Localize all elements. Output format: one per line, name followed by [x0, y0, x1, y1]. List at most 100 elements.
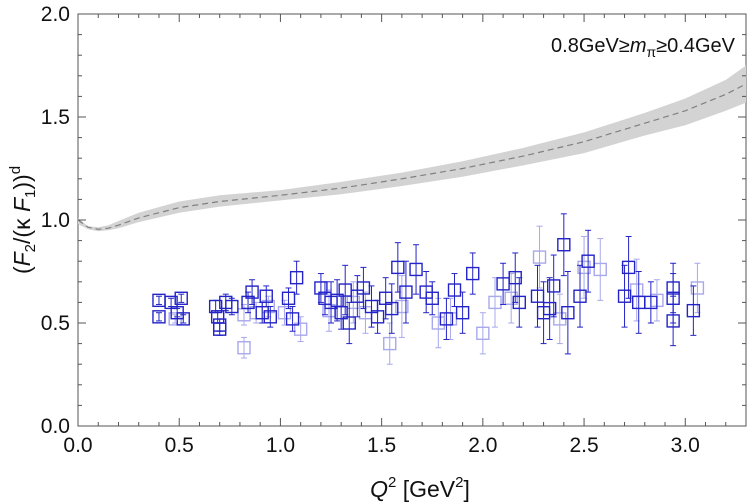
- y-label-open: (: [9, 266, 35, 274]
- square-marker: [208, 299, 223, 314]
- x-axis-unit-sup: 2: [455, 474, 463, 491]
- square-marker: [621, 260, 636, 275]
- data-point-dark: [285, 306, 300, 332]
- square-marker: [342, 316, 356, 330]
- square-marker: [557, 238, 571, 252]
- y-label-close: )): [9, 174, 35, 189]
- square-marker: [455, 306, 470, 320]
- square-marker: [488, 295, 502, 310]
- y-label-f1: F: [9, 196, 35, 212]
- annotation-suffix: ≥0.4GeV: [656, 35, 735, 57]
- square-marker: [237, 341, 251, 355]
- square-marker: [263, 310, 278, 324]
- x-tick-label: 2.5: [569, 434, 598, 457]
- x-axis-sup: 2: [388, 474, 396, 491]
- data-point-dark: [621, 235, 636, 299]
- square-marker: [395, 299, 409, 314]
- data-point-dark: [466, 252, 480, 295]
- x-axis-unit-close: ]: [464, 476, 470, 502]
- square-marker: [686, 303, 701, 318]
- square-marker: [176, 312, 190, 326]
- square-marker: [532, 250, 547, 264]
- square-marker: [370, 310, 385, 324]
- data-point-dark: [512, 277, 526, 328]
- square-marker: [644, 295, 658, 310]
- data-point-dark: [455, 291, 470, 334]
- x-tick-label: 0.5: [165, 434, 194, 457]
- annotation-sub: π: [647, 44, 657, 60]
- y-axis-label: (F2/(κ F1))d: [7, 166, 39, 274]
- square-marker: [504, 291, 518, 305]
- plot-frame: [77, 13, 747, 427]
- square-marker: [476, 326, 490, 340]
- square-marker: [391, 260, 405, 275]
- square-marker: [561, 306, 575, 320]
- y-label-f2-sub: 2: [22, 244, 39, 252]
- x-tick-label: 3.0: [671, 434, 700, 457]
- data-point-dark: [542, 277, 557, 340]
- x-axis-label: Q2 [GeV2]: [370, 474, 470, 502]
- data-point-dark: [174, 291, 188, 305]
- model-curve: [77, 83, 747, 230]
- data-point-dark: [152, 293, 166, 308]
- square-marker: [259, 289, 273, 303]
- data-point-dark: [281, 287, 296, 310]
- square-marker: [285, 312, 300, 326]
- y-label-f1-sub: 1: [22, 190, 39, 198]
- data-point-light: [476, 312, 490, 355]
- data-point-dark: [686, 285, 701, 336]
- square-marker: [399, 285, 413, 299]
- y-label-sup: d: [7, 166, 24, 174]
- data-point-dark: [399, 260, 413, 324]
- data-point-light: [383, 322, 397, 365]
- y-tick-label: 1.0: [41, 209, 70, 232]
- square-marker: [383, 336, 397, 351]
- square-marker: [690, 281, 705, 295]
- square-marker: [617, 289, 632, 303]
- square-marker: [542, 301, 557, 316]
- x-tick-label: 1.5: [367, 434, 396, 457]
- ticks-layer: 0.0 0.5 1.0 1.5 2.0 2.5 3.0 0.0 0.5 1.0 1.5 2.0: [41, 3, 747, 457]
- x-tick-label: 2.0: [468, 434, 497, 457]
- model-band-layer: [78, 65, 746, 232]
- square-marker: [241, 295, 255, 310]
- data-point-dark: [573, 264, 587, 328]
- data-point-light: [532, 225, 547, 289]
- data-point-dark: [212, 322, 227, 336]
- x-axis-unit: [GeV: [396, 476, 455, 502]
- square-marker: [466, 266, 480, 281]
- square-marker: [314, 281, 328, 295]
- data-point-dark: [409, 244, 423, 295]
- square-marker: [546, 279, 561, 293]
- data-point-dark: [439, 297, 454, 340]
- x-tick-label: 0.0: [63, 434, 92, 457]
- data-point-dark: [561, 271, 575, 355]
- square-marker: [573, 289, 587, 303]
- model-curve-layer: [77, 83, 747, 230]
- data-point-dark: [557, 213, 571, 277]
- annotation: 0.8GeV≥mπ≥0.4GeV: [551, 35, 736, 60]
- square-marker: [225, 299, 239, 314]
- data-point-dark: [314, 273, 328, 303]
- data-point-dark: [632, 271, 646, 334]
- data-point-dark: [225, 297, 239, 316]
- data-point-dark: [546, 254, 561, 318]
- data-point-dark: [245, 279, 259, 305]
- data-point-dark: [581, 229, 595, 293]
- square-marker: [593, 262, 607, 277]
- data-point-dark: [370, 299, 385, 334]
- square-marker: [334, 306, 348, 320]
- data-point-light: [504, 273, 518, 324]
- square-marker: [293, 322, 308, 336]
- square-marker: [409, 262, 423, 277]
- y-label-mid: /(κ: [9, 212, 35, 244]
- data-point-light: [593, 238, 607, 301]
- square-marker: [152, 310, 166, 324]
- data-point-dark: [152, 310, 166, 324]
- data-point-light: [431, 297, 446, 349]
- annotation-var: m: [630, 35, 647, 57]
- square-marker: [425, 291, 439, 305]
- square-marker: [356, 281, 371, 295]
- data-point-light: [237, 336, 251, 359]
